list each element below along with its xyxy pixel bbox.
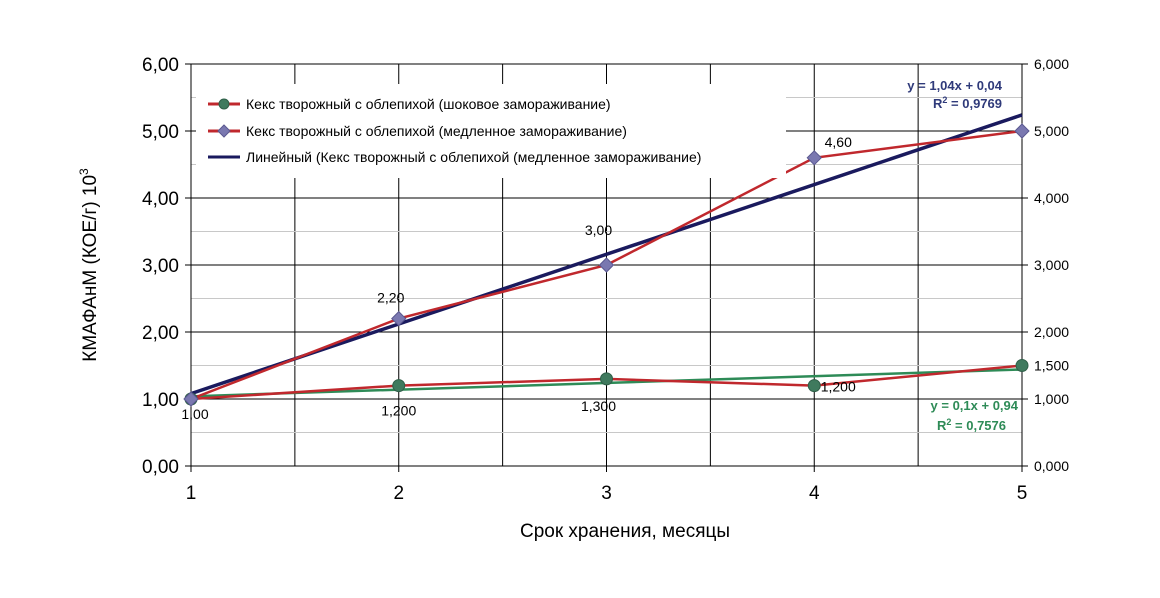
- ticks: 0,00 1,00 2,00 3,00 4,00 5,00 6,00 0,000 1,000 1,…: [142, 55, 1069, 504]
- y-axis-title: КМАФАнМ (КОЕ/г) 103: [77, 168, 101, 362]
- x-tick-label: 5: [1017, 483, 1028, 504]
- marker-slow-point: [1014, 123, 1030, 139]
- data-labels: 1,200 1,300 1,200 1,00 2,20 3,00 4,60: [181, 134, 856, 422]
- marker-slow-point: [391, 310, 407, 327]
- r2-shock: R2 = 0,7576: [937, 417, 1006, 433]
- marker-shock-point: [600, 372, 613, 386]
- equation-shock: y = 0,1x + 0,94: [931, 398, 1019, 413]
- x-tick-label: 4: [809, 483, 820, 504]
- marker-shock-point: [392, 379, 406, 393]
- data-label-slow: 1,00: [181, 406, 208, 422]
- x-axis-title: Срок хранения, месяцы: [520, 521, 730, 542]
- y-right-tick-label: 4,000: [1034, 190, 1069, 206]
- x-tick-label: 1: [186, 483, 197, 504]
- y-left-tick-label: 3,00: [142, 256, 179, 277]
- marker-slow-point: [183, 391, 199, 407]
- marker-slow-point: [806, 150, 822, 166]
- r2-slow: R2 = 0,9769: [933, 95, 1002, 111]
- data-label-slow: 4,60: [825, 134, 852, 150]
- y-left-tick-label: 4,00: [142, 189, 179, 210]
- legend-swatch-shock-marker: [218, 98, 230, 110]
- equation-slow: y = 1,04x + 0,04: [907, 78, 1002, 93]
- y-right-tick-label: 3,000: [1034, 257, 1069, 273]
- y-left-tick-label: 2,00: [142, 323, 179, 344]
- legend-label-shock: Кекс творожный с облепихой (шоковое замо…: [246, 96, 611, 112]
- legend: Кекс творожный с облепихой (шоковое замо…: [196, 84, 786, 178]
- y-left-tick-label: 5,00: [142, 122, 179, 143]
- legend-label-trend: Линейный (Кекс творожный с облепихой (ме…: [246, 149, 701, 165]
- y-left-tick-label: 0,00: [142, 457, 179, 478]
- marker-shock-point: [807, 379, 821, 393]
- legend-box: [196, 84, 786, 178]
- y-left-tick-label: 6,00: [142, 55, 179, 76]
- marker-shock-point: [1015, 359, 1029, 372]
- series-markers: [183, 123, 1030, 407]
- y-left-tick-label: 1,00: [142, 390, 179, 411]
- trendline-slow: [190, 113, 1023, 396]
- legend-label-slow: Кекс творожный с облепихой (медленное за…: [246, 123, 627, 139]
- legend-swatch-slow-marker: [217, 124, 231, 138]
- data-label-slow: 2,20: [377, 290, 404, 306]
- y-right-tick-label: 6,000: [1034, 56, 1069, 72]
- data-label-shock: 1,200: [381, 403, 416, 419]
- x-tick-label: 3: [601, 483, 612, 504]
- data-label-slow: 3,00: [585, 222, 612, 238]
- marker-slow-point: [598, 257, 615, 273]
- y-right-tick-label: 0,000: [1034, 458, 1069, 474]
- y-right-tick-label: 1,500: [1034, 358, 1069, 374]
- data-label-shock: 1,300: [581, 398, 616, 414]
- y-right-tick-label: 2,000: [1034, 324, 1069, 340]
- y-right-tick-label: 5,000: [1034, 123, 1069, 139]
- x-tick-label: 2: [393, 483, 404, 504]
- y-right-tick-label: 1,000: [1034, 391, 1069, 407]
- data-label-shock: 1,200: [821, 379, 856, 395]
